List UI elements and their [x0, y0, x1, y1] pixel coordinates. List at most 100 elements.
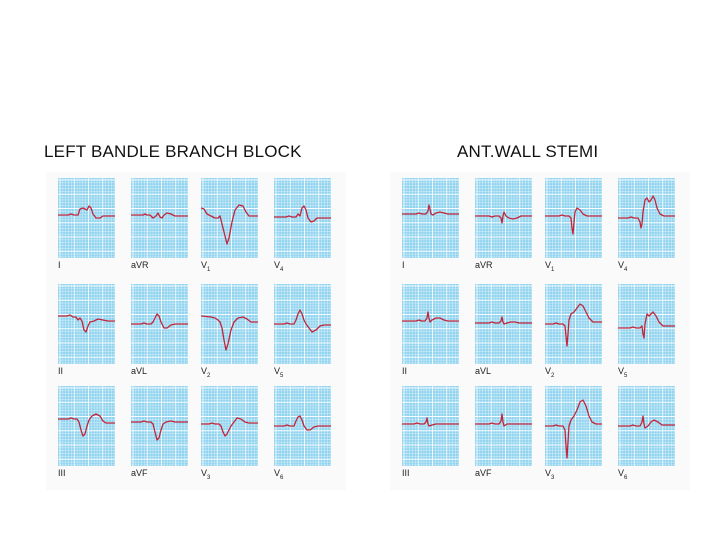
ecg-trace [274, 309, 331, 333]
ecg-lead-lbbb-v5: V5 [274, 284, 331, 379]
ecg-strip [545, 386, 602, 466]
ecg-strip [402, 178, 459, 258]
ecg-trace [58, 205, 115, 219]
ecg-lead-stemi-avl: aVL [475, 284, 532, 378]
ecg-trace [58, 413, 115, 437]
ecg-strip [475, 386, 532, 466]
lead-label: V2 [201, 366, 211, 379]
ecg-trace [402, 417, 459, 427]
ecg-strip [58, 386, 115, 466]
lead-label: III [58, 468, 66, 478]
ecg-trace [58, 314, 115, 333]
ecg-lead-lbbb-v3: V3 [201, 386, 258, 481]
ecg-strip [545, 178, 602, 258]
ecg-trace [201, 417, 258, 437]
lead-label: V1 [545, 260, 555, 273]
ecg-lead-lbbb-avf: aVF [131, 386, 188, 480]
ecg-lead-stemi-avf: aVF [475, 386, 532, 480]
ecg-trace [201, 204, 258, 245]
lbbb-title: LEFT BANDLE BRANCH BLOCK [44, 142, 302, 161]
ecg-strip [274, 284, 331, 364]
ecg-lead-stemi-i: I [402, 178, 459, 272]
ecg-strip [545, 284, 602, 364]
lead-label: I [58, 260, 61, 270]
ecg-trace [131, 212, 188, 219]
ecg-lead-lbbb-ii: II [58, 284, 115, 378]
lead-label: aVL [131, 366, 148, 376]
ecg-strip [475, 178, 532, 258]
stemi-title: ANT.WALL STEMI [457, 142, 599, 161]
ecg-trace [475, 413, 532, 427]
ecg-lead-stemi-ii: II [402, 284, 459, 378]
lead-label: III [402, 468, 410, 478]
ecg-trace [475, 211, 532, 224]
ecg-trace [545, 207, 602, 235]
ecg-trace [274, 205, 331, 223]
ecg-trace [618, 311, 675, 339]
ecg-lead-lbbb-i: I [58, 178, 115, 272]
ecg-strip [131, 284, 188, 364]
lead-label: V5 [274, 366, 284, 379]
ecg-lead-stemi-avr: aVR [475, 178, 532, 272]
ecg-strip [201, 284, 258, 364]
ecg-strip [618, 284, 675, 364]
lead-label: II [402, 366, 408, 376]
ecg-trace [201, 315, 258, 351]
lead-label: II [58, 366, 64, 376]
ecg-lead-lbbb-avl: aVL [131, 284, 188, 378]
lead-label: V6 [274, 468, 284, 481]
ecg-lead-stemi-v4: V4 [618, 178, 675, 273]
ecg-lead-stemi-v5: V5 [618, 284, 675, 379]
ecg-strip [618, 386, 675, 466]
lead-label: V5 [618, 366, 628, 379]
ecg-trace [131, 420, 188, 441]
ecg-trace [618, 195, 675, 229]
lead-label: V4 [618, 260, 628, 273]
ecg-strip [201, 386, 258, 466]
ecg-strip [402, 284, 459, 364]
lead-label: aVF [475, 468, 492, 478]
ecg-strip [402, 386, 459, 466]
ecg-lead-stemi-v6: V6 [618, 386, 675, 481]
ecg-strip [201, 178, 258, 258]
ecg-lead-stemi-v3: V3 [545, 386, 602, 481]
ecg-lead-lbbb-iii: III [58, 386, 115, 480]
lead-label: aVL [475, 366, 492, 376]
ecg-strip [274, 178, 331, 258]
lead-label: V1 [201, 260, 211, 273]
ecg-lead-lbbb-v1: V1 [201, 178, 258, 273]
ecg-trace [545, 303, 602, 347]
ecg-strip [131, 386, 188, 466]
lead-label: I [402, 260, 405, 270]
ecg-lead-lbbb-v2: V2 [201, 284, 258, 379]
ecg-strip [58, 284, 115, 364]
lead-label: aVF [131, 468, 148, 478]
ecg-trace [545, 399, 602, 459]
ecg-trace [475, 316, 532, 325]
ecg-strip [131, 178, 188, 258]
ecg-strip [475, 284, 532, 364]
lead-label: aVR [131, 260, 149, 270]
ecg-trace [131, 313, 188, 329]
ecg-lead-lbbb-v6: V6 [274, 386, 331, 481]
lead-label: V3 [201, 468, 211, 481]
lead-label: aVR [475, 260, 493, 270]
lead-label: V2 [545, 366, 555, 379]
ecg-trace [274, 415, 331, 431]
ecg-lead-lbbb-v4: V4 [274, 178, 331, 273]
lead-label: V3 [545, 468, 555, 481]
ecg-lead-stemi-iii: III [402, 386, 459, 480]
lead-label: V6 [618, 468, 628, 481]
ecg-lead-lbbb-avr: aVR [131, 178, 188, 272]
lead-label: V4 [274, 260, 284, 273]
ecg-trace [402, 204, 459, 216]
ecg-lead-stemi-v1: V1 [545, 178, 602, 273]
ecg-strip [58, 178, 115, 258]
ecg-strip [618, 178, 675, 258]
ecg-trace [402, 311, 459, 323]
ecg-lead-stemi-v2: V2 [545, 284, 602, 379]
ecg-trace [618, 415, 675, 429]
ecg-strip [274, 386, 331, 466]
